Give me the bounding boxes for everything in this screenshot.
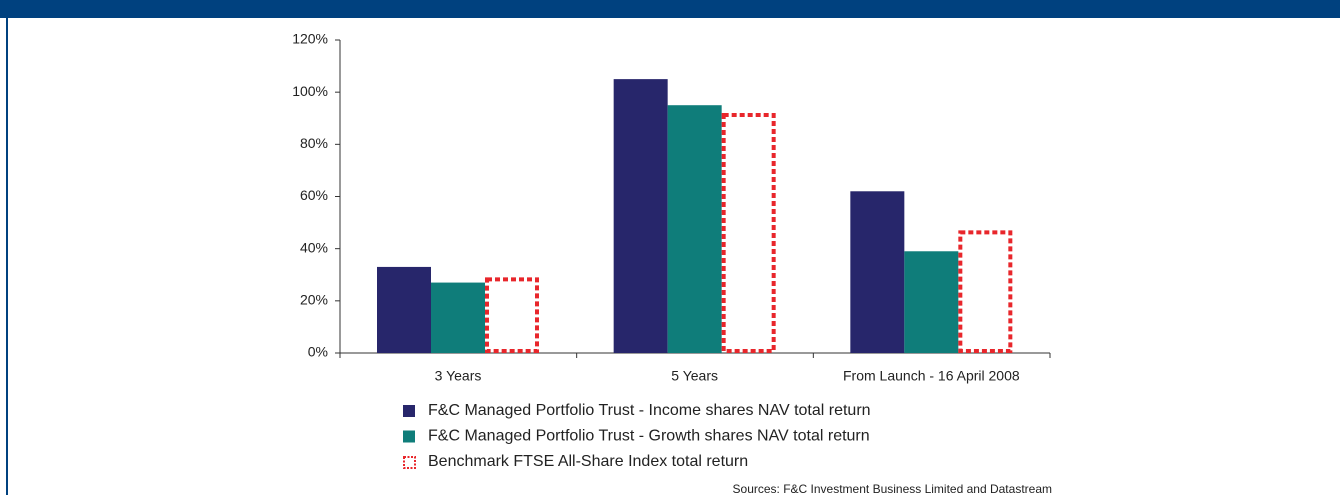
y-tick-label: 120% [292,31,328,47]
source-note: Sources: F&C Investment Business Limited… [733,482,1052,495]
legend-label: F&C Managed Portfolio Trust - Growth sha… [428,428,870,445]
legend-swatch [403,430,415,443]
legend-label: Benchmark FTSE All-Share Index total ret… [428,453,748,470]
y-tick-label: 20% [300,292,328,308]
bar [958,230,1013,354]
y-tick-label: 80% [300,135,328,151]
bar [850,191,905,353]
header-bar [0,0,1340,18]
bar [904,251,959,353]
legend-swatch [403,456,416,469]
y-tick-label: 100% [292,83,328,99]
bar [431,282,485,353]
bar [377,266,431,353]
y-tick-label: 40% [300,239,328,255]
bar [667,105,722,353]
bar [485,277,539,354]
legend-swatch [403,405,415,417]
x-tick-label: From Launch - 16 April 2008 [843,368,1020,384]
left-border [6,18,8,495]
x-tick-label: 5 Years [671,368,718,384]
legend-label: F&C Managed Portfolio Trust - Income sha… [428,402,871,419]
y-tick-label: 0% [308,344,328,360]
y-tick-label: 60% [300,187,328,203]
bar [613,79,668,353]
x-tick-label: 3 Years [435,368,482,384]
bar [721,113,776,353]
